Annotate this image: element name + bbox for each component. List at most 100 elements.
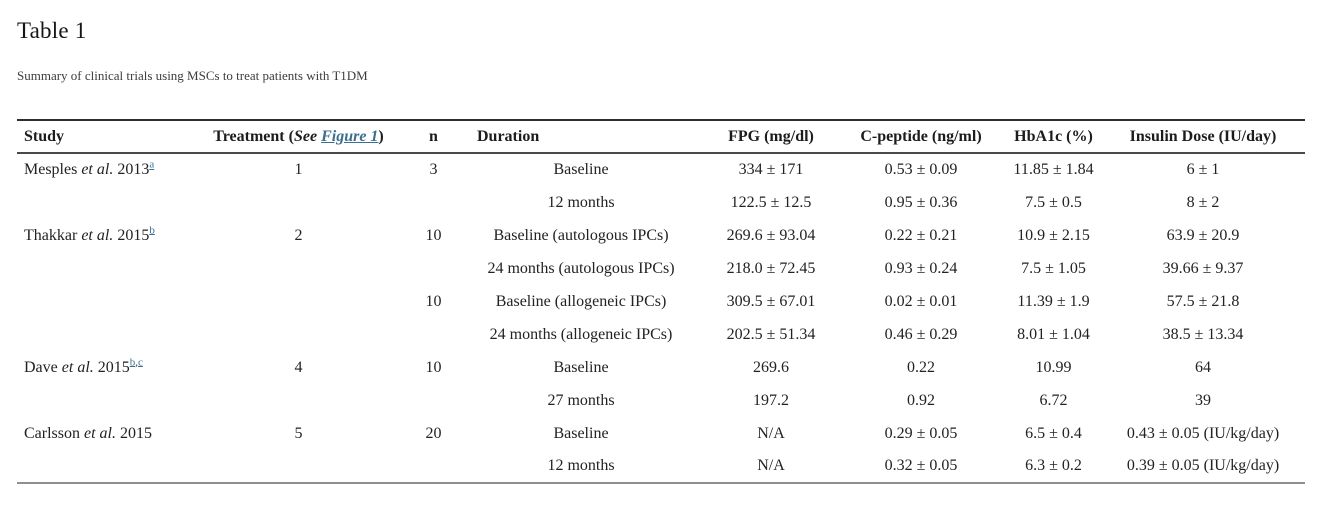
n-cell — [411, 384, 456, 417]
study-etal: et al. — [77, 161, 118, 178]
n-cell — [411, 252, 456, 285]
header-hba1c: HbA1c (%) — [1006, 119, 1101, 154]
fpg-cell: 218.0 ± 72.45 — [726, 259, 816, 277]
treatment-cell — [186, 252, 411, 285]
study-name: Carlsson — [24, 424, 80, 442]
study-cell — [17, 384, 186, 417]
treatment-cell: 2 — [294, 226, 303, 244]
treatment-cell — [186, 186, 411, 219]
duration-cell: 12 months — [547, 193, 615, 211]
footnote-comma: , — [135, 356, 139, 369]
hba1c-cell: 7.5 ± 1.05 — [1021, 259, 1086, 277]
footnote-link[interactable]: c — [138, 356, 143, 369]
study-year: 2015 — [97, 358, 130, 376]
header-fpg: FPG (mg/dl) — [706, 119, 836, 154]
fpg-cell: N/A — [706, 450, 836, 484]
duration-cell: Baseline (autologous IPCs) — [493, 226, 669, 244]
study-year: 2015 — [120, 424, 152, 442]
table-row: Carlsson et al. 2015 5 20 Baseline N/A 0.29 ±… — [17, 417, 1305, 450]
header-c-peptide: C-peptide (ng/ml) — [836, 119, 1006, 154]
study-etal: et al. — [57, 358, 98, 376]
fpg-cell: 122.5 ± 12.5 — [730, 193, 812, 211]
header-study: Study — [17, 119, 186, 154]
table-row: Thakkar et al. 2015b 2 10 Baseline (autolog… — [17, 219, 1305, 252]
c-peptide-cell: 0.95 ± 0.36 — [884, 193, 958, 211]
study-cell: Thakkar et al. 2015b — [17, 219, 186, 252]
footnote-refs: a — [149, 159, 154, 171]
hba1c-cell: 11.39 ± 1.9 — [1017, 292, 1090, 310]
treatment-cell: 5 — [294, 424, 303, 442]
header-duration: Duration — [456, 119, 706, 154]
n-cell: 10 — [425, 358, 442, 376]
study-cell — [17, 318, 186, 351]
header-treatment: Treatment (See Figure 1) — [186, 119, 411, 154]
footnote-link[interactable]: b — [129, 356, 136, 369]
treatment-cell — [186, 384, 411, 417]
insulin-dose-cell: 64 — [1195, 358, 1211, 376]
n-cell — [411, 318, 456, 351]
hba1c-cell: 11.85 ± 1.84 — [1013, 161, 1094, 178]
study-cell: Dave et al. 2015b,c — [17, 351, 186, 384]
c-peptide-cell: 0.22 ± 0.21 — [884, 226, 958, 244]
c-peptide-cell: 0.93 ± 0.24 — [884, 259, 958, 277]
study-cell — [17, 285, 186, 318]
footnote-link[interactable]: b — [149, 224, 155, 237]
insulin-dose-cell: 0.39 ± 0.05 (IU/kg/day) — [1101, 450, 1305, 484]
hba1c-cell: 8.01 ± 1.04 — [1017, 325, 1090, 343]
table-row: 27 months 197.2 0.92 6.72 39 — [17, 384, 1305, 417]
study-year: 2013 — [117, 161, 150, 178]
duration-cell: 24 months (autologous IPCs) — [487, 259, 675, 277]
insulin-dose-cell: 0.43 ± 0.05 (IU/kg/day) — [1126, 424, 1280, 442]
study-etal: et al. — [77, 226, 118, 244]
table-row: Dave et al. 2015b,c 4 10 Baseline 269.6 0.22 1… — [17, 351, 1305, 384]
fpg-cell: 309.5 ± 67.01 — [726, 292, 816, 310]
hba1c-cell: 10.99 — [1035, 358, 1072, 376]
fpg-cell: 197.2 — [753, 391, 789, 409]
footnote-refs: b,c — [130, 356, 143, 368]
duration-cell: 24 months (allogeneic IPCs) — [489, 325, 673, 343]
duration-cell: Baseline — [553, 424, 609, 442]
table-row: 24 months (allogeneic IPCs) 202.5 ± 51.34… — [17, 318, 1305, 351]
insulin-dose-cell: 6 ± 1 — [1186, 161, 1220, 178]
table-row: 12 months N/A 0.32 ± 0.05 6.3 ± 0.2 0.39 ± 0… — [17, 450, 1305, 484]
study-cell — [17, 252, 186, 285]
header-treatment-prefix: Treatment ( — [213, 127, 294, 145]
study-etal: et al. — [80, 424, 120, 442]
n-cell: 10 — [425, 292, 442, 310]
study-name: Thakkar — [24, 226, 78, 244]
insulin-dose-cell: 8 ± 2 — [1186, 193, 1220, 211]
header-row: Study Treatment (See Figure 1) n Duratio… — [17, 119, 1305, 154]
insulin-dose-cell: 57.5 ± 21.8 — [1166, 292, 1240, 310]
hba1c-cell: 6.3 ± 0.2 — [1006, 450, 1101, 484]
study-cell: Mesples et al. 2013a — [17, 153, 186, 186]
insulin-dose-cell: 39.66 ± 9.37 — [1162, 259, 1244, 277]
c-peptide-cell: 0.22 — [907, 358, 935, 376]
study-cell — [17, 450, 186, 484]
study-year: 2015 — [117, 226, 150, 244]
footnote-refs: b — [149, 224, 155, 236]
hba1c-cell: 6.72 — [1039, 391, 1068, 409]
table-title: Table 1 — [17, 18, 87, 43]
footnote-link[interactable]: a — [149, 158, 155, 171]
fpg-cell: 269.6 — [753, 358, 789, 376]
table-header: Study Treatment (See Figure 1) n Duratio… — [17, 119, 1305, 154]
c-peptide-cell: 0.29 ± 0.05 — [884, 424, 958, 442]
hba1c-cell: 6.5 ± 0.4 — [1025, 424, 1082, 442]
fpg-cell: 202.5 ± 51.34 — [726, 325, 816, 343]
hba1c-cell: 7.5 ± 0.5 — [1025, 193, 1082, 211]
figure-1-link[interactable]: Figure 1 — [321, 127, 379, 145]
duration-cell: Baseline — [553, 161, 609, 178]
hba1c-cell: 10.9 ± 2.15 — [1017, 226, 1090, 244]
treatment-cell: 4 — [294, 358, 303, 376]
study-cell — [17, 186, 186, 219]
fpg-cell: N/A — [757, 424, 785, 442]
clinical-trials-table: Study Treatment (See Figure 1) n Duratio… — [17, 119, 1305, 484]
duration-cell: 27 months — [547, 391, 615, 409]
table-row: 24 months (autologous IPCs) 218.0 ± 72.45… — [17, 252, 1305, 285]
treatment-cell: 1 — [294, 161, 303, 178]
header-n: n — [411, 119, 456, 154]
treatment-cell — [186, 285, 411, 318]
header-treatment-see: See — [293, 127, 322, 145]
insulin-dose-cell: 39 — [1195, 391, 1211, 409]
c-peptide-cell: 0.92 — [907, 391, 935, 409]
